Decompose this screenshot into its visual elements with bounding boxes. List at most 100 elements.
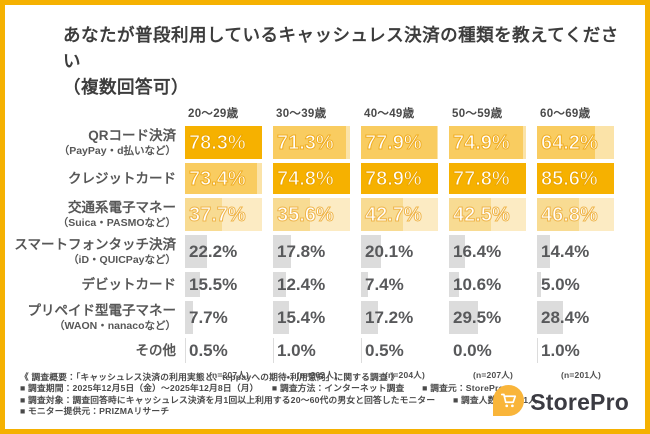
- value-text: 42.7%: [365, 203, 423, 226]
- value-text: 7.4%: [365, 275, 404, 294]
- value-text: 77.9%: [365, 131, 423, 154]
- value-bar: [449, 272, 460, 297]
- value-text: 74.9%: [453, 131, 511, 154]
- value-text: 78.3%: [189, 131, 247, 154]
- survey-notes: 《 調査概要：「キャッシュレス決済の利用実態と、teppayへの期待・利用意向」…: [20, 372, 537, 418]
- sample-size-row: (n=207人) (n=202人) (n=204人) (n=207人) (n=201人): [13, 369, 645, 381]
- value-bar: [449, 301, 479, 334]
- value-cell: 1.0%: [537, 338, 614, 363]
- sample-size-label: (n=207人): [472, 370, 514, 380]
- value-text: 0.0%: [453, 341, 492, 360]
- value-text: 29.5%: [453, 308, 502, 327]
- value-text: 1.0%: [541, 341, 580, 360]
- value-text: 35.6%: [277, 203, 335, 226]
- row-label-sub: （WAON・nanacoなど）: [54, 319, 176, 332]
- column-header: 40〜49歳: [364, 108, 415, 120]
- storepro-logo: StorePro: [493, 385, 629, 420]
- column-header: 30〜39歳: [276, 108, 327, 120]
- row-label: デビットカード: [13, 277, 185, 293]
- value-cell: 64.2%: [537, 126, 614, 159]
- title-line-2: （複数回答可）: [63, 77, 189, 97]
- value-text: 7.7%: [189, 308, 228, 327]
- value-cell: 7.4%: [361, 272, 438, 297]
- logo-wordmark: StorePro: [530, 389, 629, 415]
- value-cell: 17.2%: [361, 301, 438, 334]
- value-text: 1.0%: [277, 341, 316, 360]
- table-body: QRコード決済 （PayPay・d払いなど） 78.3% 71.3% 77.9% 74.9…: [13, 126, 645, 363]
- value-text: 46.8%: [541, 203, 599, 226]
- value-text: 78.9%: [365, 167, 423, 190]
- value-cell: 0.5%: [185, 338, 262, 363]
- row-label: スマートフォンタッチ決済 （iD・QUICPayなど）: [13, 237, 185, 266]
- value-bar: [537, 198, 580, 231]
- row-label: 交通系電子マネー （Suica・PASMOなど）: [13, 200, 185, 229]
- value-text: 15.4%: [277, 308, 326, 327]
- value-bar: [449, 126, 524, 159]
- value-cell: 28.4%: [537, 301, 614, 334]
- row-label: クレジットカード: [13, 171, 185, 187]
- value-cell: 0.0%: [449, 338, 526, 363]
- value-cell: 73.4%: [185, 163, 262, 194]
- value-text: 5.0%: [541, 275, 580, 294]
- value-bar: [537, 338, 538, 363]
- value-text: 77.8%: [453, 167, 511, 190]
- row-label-sub: （PayPay・d払いなど）: [58, 144, 176, 157]
- row-label: その他: [13, 343, 185, 359]
- row-label-main: 交通系電子マネー: [68, 200, 176, 216]
- shopping-cart-icon: [501, 393, 517, 408]
- page-title: あなたが普段利用しているキャッシュレス決済の種類を教えてください （複数回答可）: [5, 5, 645, 100]
- value-bar: [273, 235, 292, 268]
- value-text: 28.4%: [541, 308, 590, 327]
- result-table: 20〜29歳 30〜39歳 40〜49歳 50〜59歳 60〜69歳 QRコード決済 （P…: [5, 105, 645, 381]
- value-text: 42.5%: [453, 203, 511, 226]
- value-cell: 77.9%: [361, 126, 438, 159]
- value-bar: [185, 272, 201, 297]
- value-cell: 71.3%: [273, 126, 350, 159]
- value-cell: 74.8%: [273, 163, 350, 194]
- value-bar: [185, 198, 223, 231]
- value-bar: [361, 301, 378, 334]
- value-text: 64.2%: [541, 131, 599, 154]
- value-cell: 14.4%: [537, 235, 614, 268]
- value-cell: 74.9%: [449, 126, 526, 159]
- value-cell: 1.0%: [273, 338, 350, 363]
- value-bar: [185, 235, 207, 268]
- sample-size-label: (n=207人): [208, 370, 250, 380]
- sample-size-label: (n=201人): [560, 370, 602, 380]
- value-text: 20.1%: [365, 242, 414, 261]
- survey-note-line: ■ モニター提供元：PRIZMAリサーチ: [20, 406, 170, 417]
- row-label-main: QRコード決済: [88, 128, 176, 144]
- value-cell: 17.8%: [273, 235, 350, 268]
- row-label-main: クレジットカード: [68, 170, 176, 186]
- value-text: 0.5%: [189, 341, 228, 360]
- value-text: 16.4%: [453, 242, 502, 261]
- row-label-sub: （Suica・PASMOなど）: [57, 216, 176, 229]
- value-cell: 29.5%: [449, 301, 526, 334]
- table-row: デビットカード 15.5% 12.4% 7.4% 10.6% 5.0%: [13, 272, 645, 297]
- value-bar: [361, 163, 438, 194]
- value-bar: [537, 272, 542, 297]
- value-cell: 37.7%: [185, 198, 262, 231]
- row-label-main: その他: [135, 342, 177, 358]
- value-text: 17.2%: [365, 308, 414, 327]
- value-bar: [449, 198, 492, 231]
- value-bar: [273, 126, 347, 159]
- value-cell: 85.6%: [537, 163, 614, 194]
- column-header: 60〜69歳: [540, 108, 591, 120]
- value-bar: [361, 198, 403, 231]
- value-cell: 20.1%: [361, 235, 438, 268]
- value-bar: [361, 272, 369, 297]
- value-bar: [449, 235, 466, 268]
- value-cell: 12.4%: [273, 272, 350, 297]
- value-bar: [185, 301, 193, 334]
- value-cell: 22.2%: [185, 235, 262, 268]
- value-text: 12.4%: [277, 275, 326, 294]
- survey-note-line: ■ 調査期間：2025年12月5日（金）～2025年12月8日（月） ■ 調査方…: [20, 383, 505, 394]
- column-header: 50〜59歳: [452, 108, 503, 120]
- value-bar: [537, 301, 563, 334]
- row-label-main: デビットカード: [81, 276, 177, 292]
- value-cell: 7.7%: [185, 301, 262, 334]
- value-cell: 10.6%: [449, 272, 526, 297]
- title-line-1: あなたが普段利用しているキャッシュレス決済の種類を教えてください: [63, 25, 619, 71]
- value-text: 71.3%: [277, 131, 335, 154]
